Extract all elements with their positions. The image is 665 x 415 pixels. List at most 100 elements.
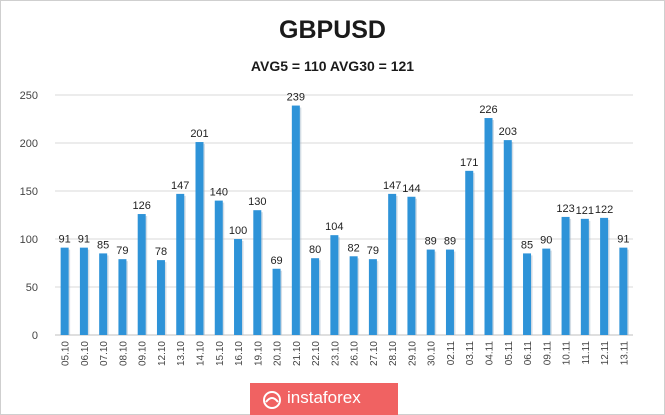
x-tick-label: 11.11 <box>581 341 592 365</box>
data-label: 82 <box>348 242 360 254</box>
x-tick-label: 09.11 <box>542 341 553 366</box>
data-label: 80 <box>309 244 321 256</box>
data-label: 147 <box>383 180 401 192</box>
data-label: 85 <box>521 239 533 251</box>
x-tick-label: 22.10 <box>311 341 322 366</box>
bar <box>272 268 281 335</box>
bar <box>388 193 397 335</box>
data-label: 121 <box>576 205 594 217</box>
bar <box>176 193 185 335</box>
bar <box>542 248 551 335</box>
bar <box>465 170 474 335</box>
bar <box>580 218 589 335</box>
bar <box>445 249 454 335</box>
data-label: 226 <box>479 104 497 116</box>
bar <box>234 239 243 335</box>
y-tick-label: 50 <box>26 282 38 294</box>
x-tick-label: 03.11 <box>465 341 476 366</box>
x-tick-label: 09.10 <box>138 341 149 366</box>
x-tick-label: 19.10 <box>253 341 264 366</box>
bar <box>137 214 146 335</box>
bar <box>600 217 609 335</box>
x-tick-label: 13.11 <box>619 341 630 366</box>
chart-subtitle: AVG5 = 110 AVG30 = 121 <box>250 58 415 74</box>
data-label: 239 <box>287 92 305 104</box>
x-tick-label: 29.10 <box>407 341 418 366</box>
x-tick-label: 02.11 <box>446 341 457 366</box>
bar <box>523 253 532 335</box>
bar <box>291 105 300 335</box>
bar <box>368 259 377 335</box>
x-tick-label: 05.11 <box>504 341 515 366</box>
brand-name: instaforex <box>287 388 361 407</box>
bar <box>349 256 358 335</box>
data-label: 144 <box>402 183 420 195</box>
x-tick-label: 06.11 <box>523 341 534 366</box>
y-tick-label: 100 <box>20 234 38 246</box>
chart-title: GBPUSD <box>279 16 386 44</box>
bar <box>561 216 570 335</box>
data-label: 89 <box>444 236 456 248</box>
data-label: 91 <box>617 234 629 246</box>
x-tick-label: 05.10 <box>61 341 72 366</box>
brand-banner: instaforex <box>250 383 398 415</box>
y-tick-label: 0 <box>32 330 38 342</box>
data-label: 130 <box>248 196 266 208</box>
x-tick-label: 13.10 <box>176 341 187 366</box>
data-label: 79 <box>367 245 379 257</box>
data-label: 123 <box>556 203 574 215</box>
x-tick-label: 12.10 <box>157 341 168 366</box>
data-label: 147 <box>171 180 189 192</box>
x-tick-label: 23.10 <box>330 341 341 366</box>
x-tick-label: 27.10 <box>369 341 380 366</box>
data-label: 78 <box>155 246 167 258</box>
y-tick-label: 250 <box>20 90 38 102</box>
data-label: 91 <box>59 234 71 246</box>
bar <box>79 247 88 335</box>
data-label: 79 <box>116 245 128 257</box>
bar <box>330 235 339 335</box>
x-tick-label: 10.11 <box>562 341 573 366</box>
x-tick-label: 08.10 <box>118 341 129 366</box>
data-label: 104 <box>325 221 343 233</box>
x-tick-label: 20.10 <box>273 341 284 366</box>
instaforex-logo-icon <box>263 391 281 409</box>
bar <box>484 118 493 335</box>
x-tick-label: 12.11 <box>600 341 611 366</box>
data-label: 100 <box>229 225 247 237</box>
data-label: 126 <box>133 200 151 212</box>
bar <box>426 249 435 335</box>
x-tick-label: 06.10 <box>80 341 91 366</box>
data-label: 201 <box>190 128 208 140</box>
y-tick-label: 150 <box>20 186 38 198</box>
y-tick-label: 200 <box>20 138 38 150</box>
x-tick-label: 07.10 <box>99 341 110 366</box>
data-label: 122 <box>595 204 613 216</box>
x-tick-label: 14.10 <box>196 341 207 366</box>
x-tick-label: 26.10 <box>350 341 361 366</box>
data-label: 171 <box>460 157 478 169</box>
data-label: 69 <box>270 255 282 267</box>
data-label: 89 <box>425 236 437 248</box>
bar <box>407 196 416 335</box>
x-tick-label: 15.10 <box>215 341 226 366</box>
bar <box>253 210 262 335</box>
bar <box>118 259 127 335</box>
bar <box>619 247 628 335</box>
bar <box>99 253 108 335</box>
bar <box>311 258 320 335</box>
x-tick-label: 04.11 <box>485 341 496 366</box>
data-label: 140 <box>210 187 228 199</box>
bar <box>195 142 204 335</box>
data-label: 85 <box>97 239 109 251</box>
x-tick-label: 16.10 <box>234 341 245 366</box>
bar <box>60 247 69 335</box>
bar <box>214 200 223 335</box>
bar <box>503 140 512 335</box>
x-tick-label: 30.10 <box>427 341 438 366</box>
bar <box>156 260 165 335</box>
data-label: 90 <box>540 235 552 247</box>
data-label: 91 <box>78 234 90 246</box>
